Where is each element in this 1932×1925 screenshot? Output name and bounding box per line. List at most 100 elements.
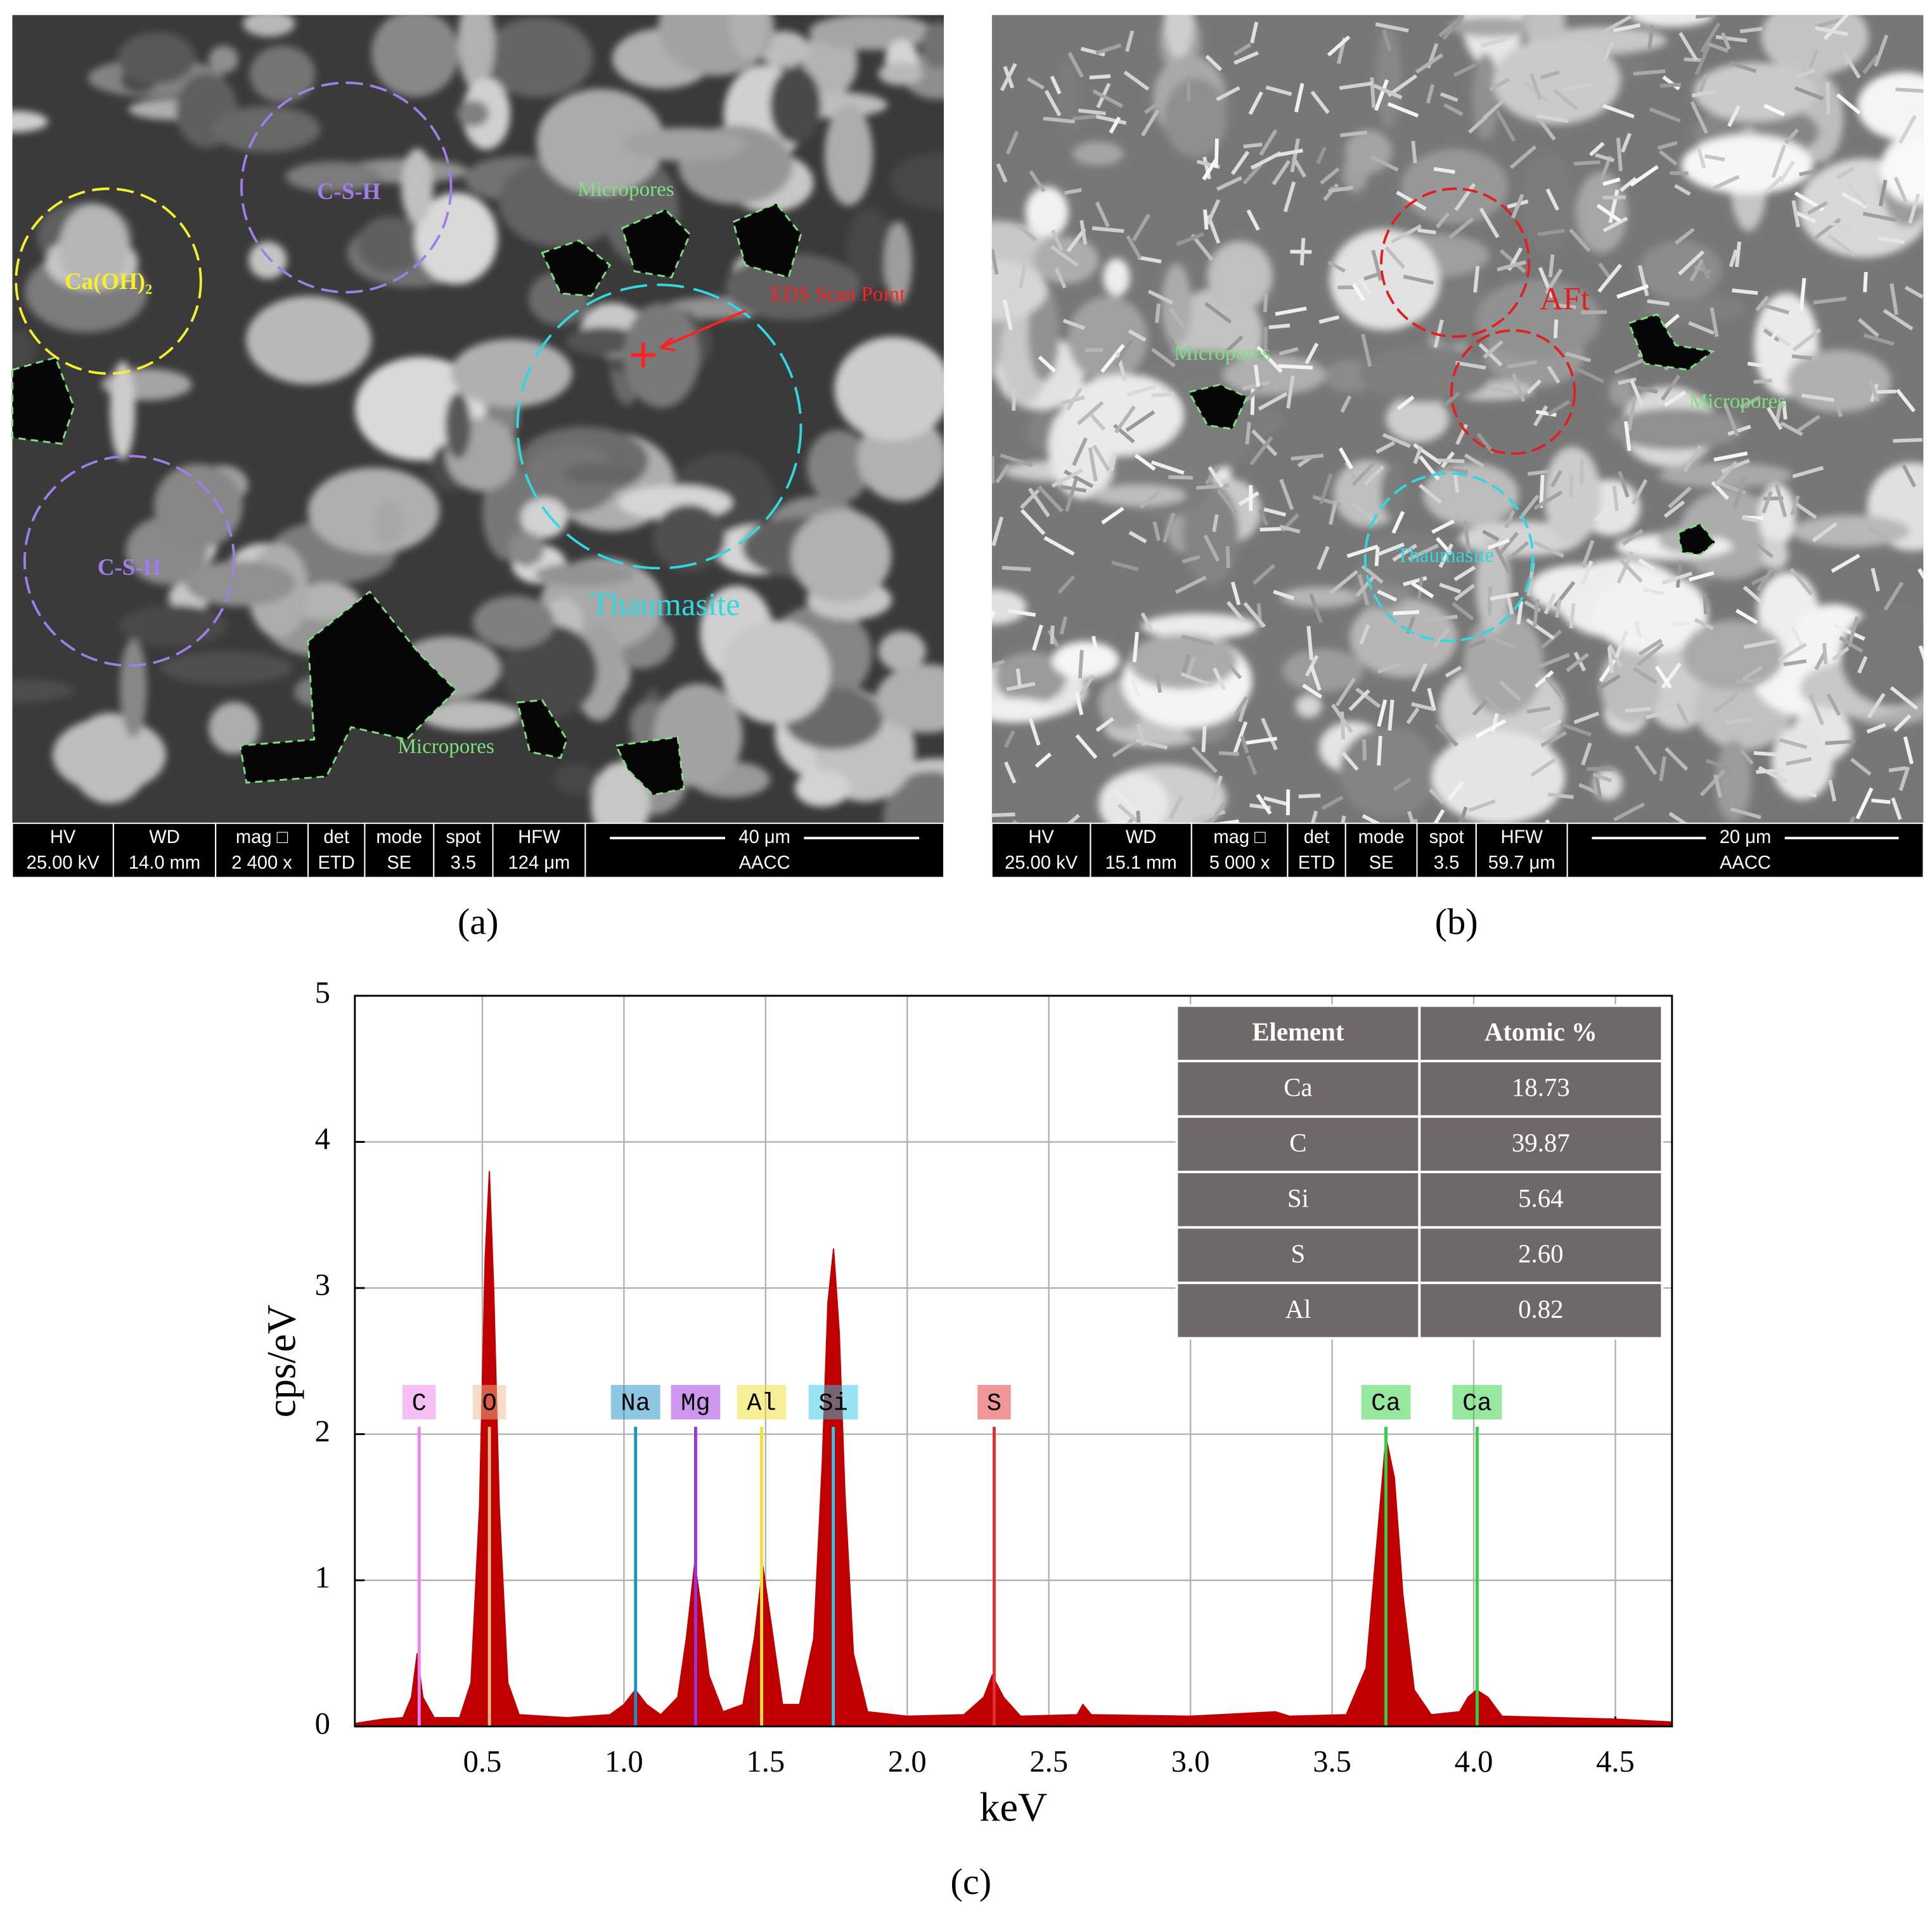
texture-blob — [1349, 598, 1457, 678]
texture-needle — [1411, 141, 1417, 164]
texture-needle — [1847, 616, 1859, 648]
texture-needle — [1218, 751, 1239, 756]
texture-needle — [1125, 30, 1135, 53]
texture-needle — [1732, 477, 1747, 509]
texture-needle — [1092, 444, 1111, 472]
texture-needle — [1220, 655, 1242, 679]
texture-blob — [1072, 141, 1124, 166]
texture-needle — [1565, 351, 1592, 363]
texture-needle — [1126, 384, 1157, 397]
texture — [12, 15, 944, 823]
texture-needle — [1688, 321, 1715, 335]
texture-needle — [1304, 342, 1319, 364]
element-label: Si — [818, 1389, 848, 1417]
texture-needle — [1090, 414, 1106, 431]
annotation-label: Thaumasite — [1396, 544, 1494, 567]
texture-needle — [1263, 507, 1287, 517]
texture-needle — [1273, 589, 1295, 600]
texture-needle — [1554, 342, 1561, 376]
texture-needle — [1741, 516, 1760, 524]
texture-needle — [1050, 245, 1079, 267]
texture-needle — [991, 456, 995, 484]
texture-needle — [1411, 581, 1434, 598]
texture-blob — [1630, 15, 1713, 27]
texture-needle — [1509, 145, 1537, 169]
texture-needle — [1484, 633, 1516, 649]
texture-needle — [1066, 387, 1083, 411]
texture-needle — [1426, 84, 1435, 104]
texture-needle — [1396, 190, 1427, 211]
texture-needle — [1448, 217, 1474, 240]
info-value: ETD — [318, 853, 355, 873]
texture-needle — [1547, 365, 1561, 384]
texture-needle — [991, 248, 999, 275]
x-axis-label: keV — [979, 1785, 1047, 1830]
texture-needle — [1625, 707, 1651, 713]
sample-label: AACC — [1720, 853, 1771, 873]
texture-needle — [1671, 621, 1690, 626]
texture-needle — [1530, 74, 1542, 100]
texture-blob — [725, 254, 861, 321]
texture-needle — [1203, 534, 1220, 562]
texture-needle — [1433, 167, 1455, 174]
texture-needle — [1373, 84, 1403, 100]
table-text: Si — [1287, 1184, 1309, 1213]
texture-needle — [1348, 689, 1370, 711]
texture-needle — [1272, 160, 1291, 186]
texture-blob — [1090, 485, 1186, 506]
texture-needle — [1630, 165, 1659, 187]
texture-needle — [1263, 796, 1290, 807]
texture-needle — [1203, 209, 1209, 230]
texture-needle — [1216, 176, 1242, 191]
texture-needle — [1545, 268, 1563, 294]
texture-needle — [1599, 155, 1613, 183]
texture-needle — [1182, 555, 1201, 564]
texture-needle — [1114, 405, 1136, 434]
texture-needle — [1602, 103, 1635, 119]
texture-needle — [1112, 787, 1139, 815]
texture-blob — [1786, 349, 1891, 413]
texture-needle — [1727, 425, 1751, 436]
texture-blob — [110, 361, 136, 460]
texture-needle — [1595, 153, 1615, 163]
texture-needle — [1468, 799, 1496, 813]
texture-needle — [1186, 75, 1191, 101]
texture-blob — [622, 127, 747, 162]
texture-needle — [1569, 228, 1591, 252]
texture-needle — [1351, 501, 1378, 524]
texture-needle — [1226, 600, 1246, 623]
texture-needle — [1008, 608, 1036, 617]
texture-needle — [1431, 628, 1450, 650]
info-value: 25.00 kV — [1005, 853, 1078, 873]
texture-needle — [1790, 495, 1800, 516]
texture-blob — [1840, 607, 1924, 707]
texture-needle — [1294, 83, 1304, 113]
texture-needle — [1139, 489, 1161, 509]
texture-needle — [1533, 540, 1565, 558]
texture-needle — [1827, 221, 1853, 231]
texture-needle — [1464, 453, 1485, 468]
texture-blob — [1103, 258, 1130, 297]
scale-bar-label-bg — [724, 827, 804, 849]
annotation-circle — [1363, 472, 1535, 643]
texture-needle — [1791, 354, 1812, 361]
texture-needle — [1051, 468, 1083, 488]
table-text: 0.82 — [1518, 1295, 1563, 1323]
texture-needle — [1616, 551, 1634, 584]
texture-needle — [1340, 711, 1346, 740]
table-cell — [1418, 1004, 1664, 1062]
texture-blob — [1791, 515, 1910, 548]
texture-needle — [1842, 816, 1856, 823]
annotation-label: Micropores — [1174, 342, 1270, 365]
texture-needle — [1095, 114, 1127, 126]
texture-needle — [1548, 254, 1555, 278]
texture-needle — [1362, 739, 1367, 761]
texture-needle — [1836, 166, 1856, 180]
texture-needle — [1392, 543, 1417, 562]
texture-needle — [1246, 209, 1260, 231]
texture-needle — [1243, 142, 1263, 149]
texture-blob — [1600, 645, 1661, 724]
texture-needle — [1808, 49, 1819, 68]
texture-needle — [1375, 441, 1396, 454]
texture-blob — [721, 620, 831, 724]
